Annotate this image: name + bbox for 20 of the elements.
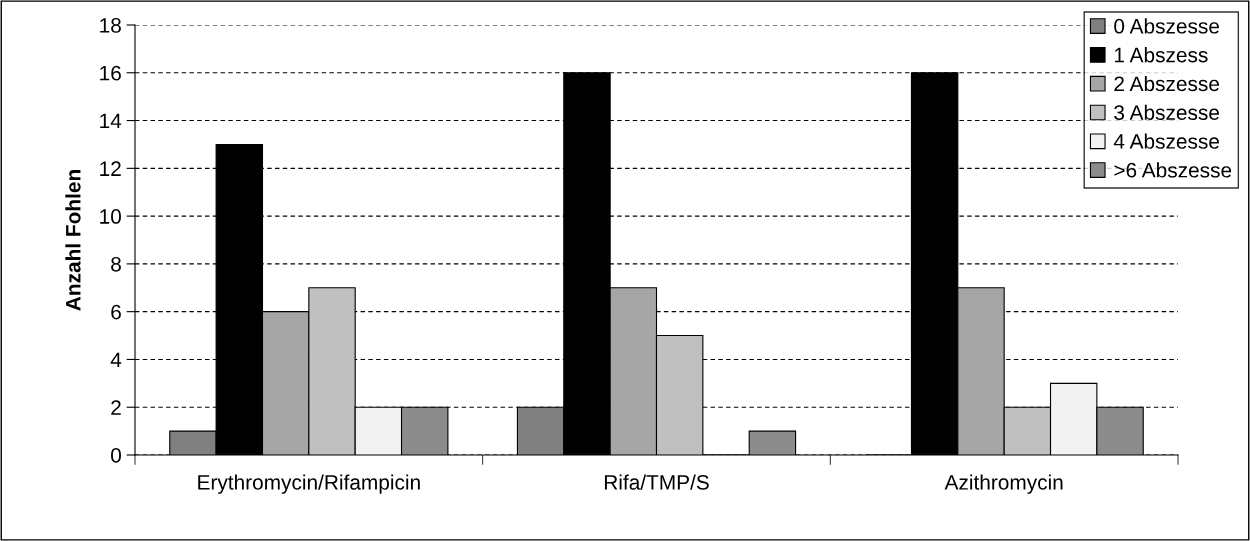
legend-label: 1 Abszess	[1114, 47, 1208, 63]
y-tick-label: 18	[100, 18, 121, 33]
y-tick-label: 6	[111, 304, 121, 320]
y-tick-label: 2	[111, 400, 121, 415]
x-tick-label: Rifa/TMP/S	[604, 474, 709, 490]
y-tick-label: 14	[100, 113, 122, 129]
x-tick-label: Azithromycin	[944, 474, 1063, 494]
legend-label: 0 Abszesse	[1114, 18, 1219, 34]
x-tick-label: Erythromycin/Rifampicin	[198, 474, 420, 494]
legend-label: >6 Abszesse	[1114, 162, 1232, 178]
y-tick-label: 12	[100, 161, 121, 176]
y-tick-label: 16	[100, 65, 121, 81]
y-tick-label: 0	[111, 448, 121, 463]
legend-label: 3 Abszesse	[1114, 104, 1219, 120]
legend-label: 4 Abszesse	[1113, 133, 1219, 149]
y-tick-label: 4	[110, 352, 122, 367]
legend-label: 2 Abszesse	[1114, 75, 1219, 92]
y-axis-title: Anzahl Fohlen	[65, 170, 81, 311]
y-tick-label: 10	[100, 209, 121, 224]
y-tick-label: 8	[111, 256, 121, 272]
